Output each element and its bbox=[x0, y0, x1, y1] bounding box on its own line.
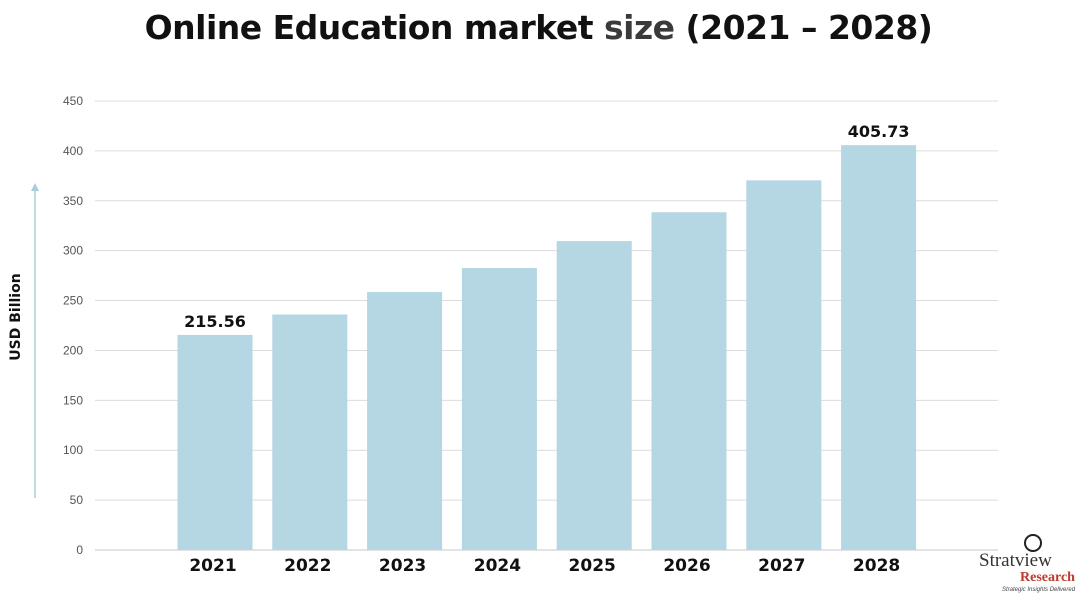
bar-2026 bbox=[651, 212, 727, 550]
bar-2028 bbox=[841, 145, 917, 550]
bar-2025 bbox=[556, 241, 632, 550]
logo-sub: Research bbox=[1020, 570, 1075, 585]
stratview-logo: Stratview Research Strategic Insights De… bbox=[972, 534, 1077, 596]
x-tick-label: 2024 bbox=[474, 556, 521, 576]
bar-2022 bbox=[272, 314, 348, 550]
logo-magnifier-icon bbox=[1024, 534, 1042, 552]
arrow-head-icon bbox=[31, 183, 39, 191]
bar-2023 bbox=[367, 292, 443, 550]
y-tick-label: 50 bbox=[70, 493, 84, 507]
bar-2027 bbox=[746, 180, 822, 550]
x-tick-label: 2025 bbox=[569, 556, 616, 576]
bar-2024 bbox=[461, 268, 537, 550]
logo-name: Stratview bbox=[979, 550, 1052, 571]
bar-2021 bbox=[177, 334, 253, 550]
x-tick-label: 2026 bbox=[663, 556, 710, 576]
y-tick-label: 0 bbox=[76, 543, 83, 557]
y-axis-label: USD Billion bbox=[8, 273, 24, 360]
logo-tagline: Strategic Insights Delivered bbox=[1002, 587, 1076, 593]
y-tick-label: 150 bbox=[63, 393, 83, 407]
x-tick-label: 2022 bbox=[284, 556, 331, 576]
title-suffix: (2021 – 2028) bbox=[685, 8, 933, 47]
y-tick-label: 250 bbox=[63, 294, 83, 308]
y-tick-label: 300 bbox=[63, 244, 83, 258]
x-tick-label: 2023 bbox=[379, 556, 426, 576]
data-label: 405.73 bbox=[848, 122, 910, 141]
x-tick-label: 2021 bbox=[189, 556, 236, 576]
title-accent: size bbox=[604, 8, 675, 47]
x-tick-label: 2027 bbox=[758, 556, 805, 576]
y-tick-label: 100 bbox=[63, 443, 83, 457]
x-tick-label: 2028 bbox=[853, 556, 900, 576]
chart-title: Online Education market size (2021 – 202… bbox=[0, 8, 1077, 47]
data-label: 215.56 bbox=[184, 312, 246, 331]
y-tick-label: 200 bbox=[63, 343, 83, 357]
y-tick-label: 400 bbox=[63, 144, 83, 158]
y-tick-label: 350 bbox=[63, 194, 83, 208]
title-main: Online Education market bbox=[144, 8, 594, 47]
y-tick-label: 450 bbox=[63, 94, 83, 108]
